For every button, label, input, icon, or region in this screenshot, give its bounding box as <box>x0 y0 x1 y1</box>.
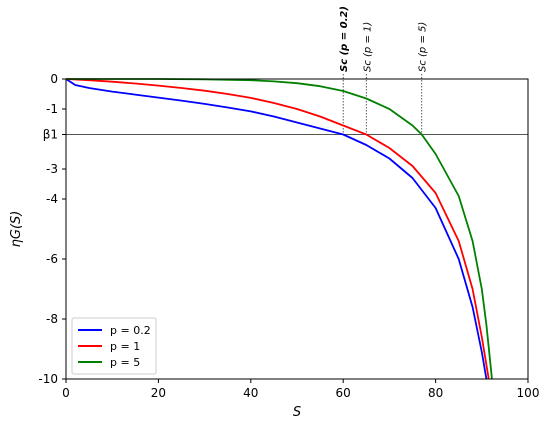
y-axis-ticks: 0 -1 β1 -3 -4 -6 -8 -10 <box>38 72 66 386</box>
x-tick-label: 100 <box>517 386 540 400</box>
critical-size-label: Sc (p = 0.2) <box>339 6 350 72</box>
legend: p = 0.2 p = 1 p = 5 <box>71 317 157 375</box>
vertical-marker-lines <box>342 74 423 135</box>
y-tick-label: 0 <box>50 72 58 86</box>
legend-entry: p = 1 <box>110 340 140 353</box>
y-tick-label: -1 <box>46 102 58 116</box>
x-axis-ticks: 0 20 40 60 80 100 <box>62 379 539 400</box>
x-tick-label: 80 <box>428 386 443 400</box>
y-tick-label: -10 <box>38 372 58 386</box>
legend-entry: p = 0.2 <box>110 324 151 337</box>
x-tick-label: 60 <box>336 386 351 400</box>
critical-size-label: Sc (p = 1) <box>362 22 373 72</box>
plot-frame <box>65 78 529 380</box>
x-tick-label: 0 <box>62 386 70 400</box>
y-tick-label: -8 <box>46 312 58 326</box>
series-line <box>65 78 488 380</box>
x-tick-label: 40 <box>243 386 258 400</box>
series-line <box>65 78 490 380</box>
critical-size-label: Sc (p = 5) <box>418 22 429 72</box>
y-tick-label: -4 <box>46 192 58 206</box>
vertical-marker-labels: Sc (p = 0.2) Sc (p = 1) Sc (p = 5) <box>339 6 429 72</box>
y-tick-label: β1 <box>43 128 58 142</box>
x-axis-label: S <box>293 405 301 420</box>
legend-box <box>71 317 157 375</box>
y-tick-label: -3 <box>46 162 58 176</box>
y-axis-label: ηG(S) <box>9 211 24 248</box>
y-tick-label: -6 <box>46 252 58 266</box>
x-tick-label: 20 <box>151 386 166 400</box>
legend-entry: p = 5 <box>110 356 140 369</box>
